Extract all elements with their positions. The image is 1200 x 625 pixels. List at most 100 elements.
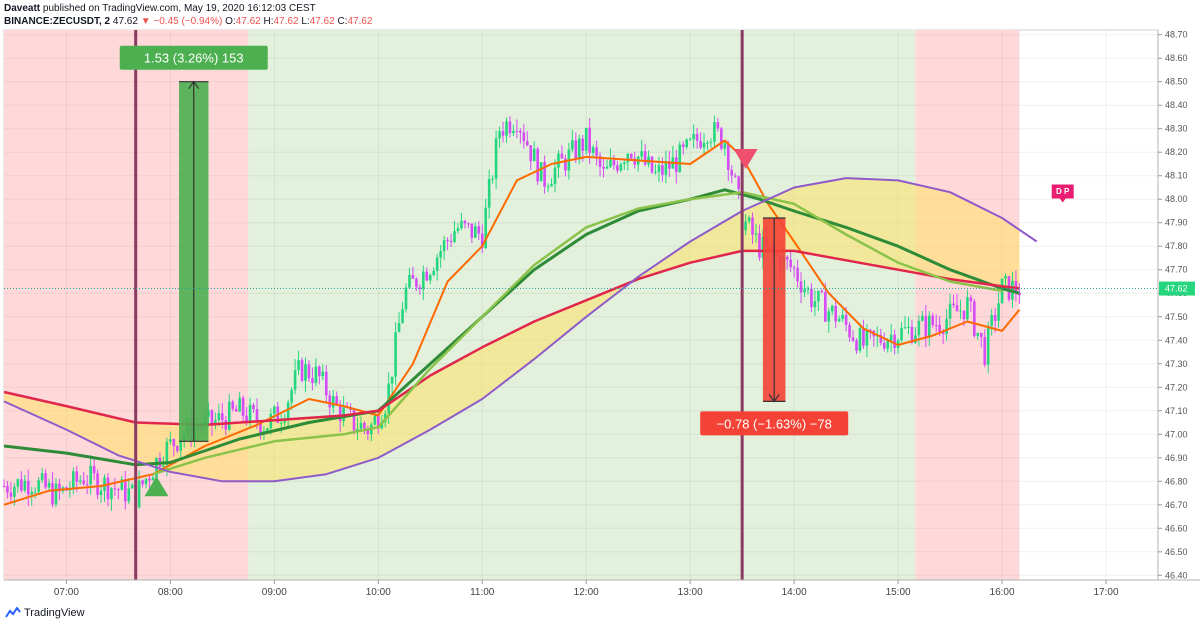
candle-body — [661, 165, 664, 175]
candle-body — [837, 318, 841, 322]
candle-body — [803, 289, 806, 293]
y-tick-label: 47.50 — [1165, 312, 1188, 322]
candle-body — [266, 428, 269, 431]
candle-body — [948, 303, 952, 319]
candle-body — [106, 477, 110, 500]
author-name[interactable]: Daveatt — [4, 3, 41, 14]
candle-body — [501, 131, 505, 136]
candle-body — [695, 134, 699, 141]
candle-body — [169, 439, 172, 442]
candle-body — [491, 178, 494, 180]
candle-body — [172, 439, 176, 447]
candle-body — [841, 314, 844, 319]
candle-body — [702, 142, 706, 148]
y-tick-label: 48.40 — [1165, 100, 1188, 110]
candle-body — [553, 167, 557, 185]
candle-body — [484, 207, 487, 249]
candle-body — [612, 160, 616, 166]
candle-body — [619, 164, 623, 171]
candle-body — [976, 332, 980, 336]
symbol-name[interactable]: BINANCE:ZECUSDT, 2 — [4, 16, 111, 27]
last-price: 47.62 — [112, 16, 138, 27]
candle-body — [37, 480, 40, 492]
price-change: ▼ −0.45 (−0.94%) — [140, 16, 223, 27]
y-tick-label: 47.90 — [1165, 218, 1188, 228]
candle-body — [685, 139, 688, 147]
candle-body — [78, 480, 82, 482]
publish-text: published on TradingView.com, May 19, 20… — [42, 3, 316, 14]
y-tick-label: 48.70 — [1165, 30, 1188, 40]
candle-body — [962, 310, 966, 320]
last-price-box — [1159, 281, 1195, 296]
candle-body — [813, 301, 817, 308]
candle-body — [716, 122, 720, 129]
candle-body — [245, 415, 248, 423]
candle-body — [643, 151, 647, 165]
ohlc-l-label: L: — [301, 16, 310, 27]
candle-body — [799, 281, 803, 293]
candle-body — [318, 366, 321, 377]
candle-body — [969, 297, 973, 302]
candle-body — [408, 274, 411, 288]
candle-body — [581, 138, 585, 151]
candle-body — [907, 326, 910, 328]
candle-body — [415, 278, 418, 288]
ohlc-low: 47.62 — [309, 16, 335, 27]
candle-body — [959, 310, 962, 312]
candle-body — [286, 402, 290, 420]
candle-body — [44, 473, 47, 488]
candle-body — [546, 186, 550, 188]
candle-body — [515, 130, 519, 132]
candle-body — [338, 404, 342, 422]
candle-body — [605, 166, 609, 169]
candle-body — [255, 408, 259, 423]
candle-body — [113, 488, 117, 490]
candle-body — [827, 311, 831, 322]
candle-body — [54, 483, 58, 505]
candle-body — [304, 364, 307, 381]
y-tick-label: 47.40 — [1165, 335, 1188, 345]
candle-body — [986, 325, 990, 365]
candle-body — [851, 337, 855, 341]
series-line-ema-lightgreen — [152, 190, 1003, 476]
candle-body — [439, 251, 442, 258]
candle-body — [307, 364, 311, 379]
candle-body — [737, 176, 740, 190]
candle-body — [522, 132, 526, 142]
candle-body — [889, 334, 893, 341]
candle-body — [456, 228, 460, 232]
candle-body — [508, 121, 512, 134]
candle-body — [467, 223, 470, 225]
candle-body — [921, 315, 924, 321]
footer-brand[interactable]: TradingView — [5, 605, 85, 621]
candle-body — [983, 337, 987, 365]
ohlc-h-label: H: — [263, 16, 274, 27]
candle-body — [47, 482, 51, 488]
candle-body — [214, 420, 217, 425]
y-tick-label: 47.70 — [1165, 265, 1188, 275]
candle-body — [103, 477, 106, 491]
candle-body — [879, 334, 883, 343]
candle-body — [903, 327, 907, 329]
candle-body — [311, 378, 314, 384]
candle-body — [681, 144, 685, 147]
candle-body — [366, 428, 370, 435]
candle-body — [85, 484, 89, 486]
candle-body — [401, 309, 404, 324]
candle-body — [862, 328, 865, 346]
candle-body — [397, 323, 401, 333]
chart-header: Daveatt published on TradingView.com, Ma… — [4, 2, 373, 28]
candle-body — [460, 220, 463, 229]
candle-body — [938, 324, 941, 333]
candle-body — [726, 143, 730, 170]
candle-body — [824, 292, 827, 322]
candle-body — [137, 480, 141, 508]
candle-body — [241, 397, 245, 416]
symbol-line: BINANCE:ZECUSDT, 2 47.62 ▼ −0.45 (−0.94%… — [4, 15, 373, 28]
candle-body — [165, 441, 169, 466]
candle-body — [602, 166, 605, 169]
candle-body — [324, 371, 328, 396]
candle-body — [574, 140, 578, 160]
candle-body — [328, 395, 332, 408]
